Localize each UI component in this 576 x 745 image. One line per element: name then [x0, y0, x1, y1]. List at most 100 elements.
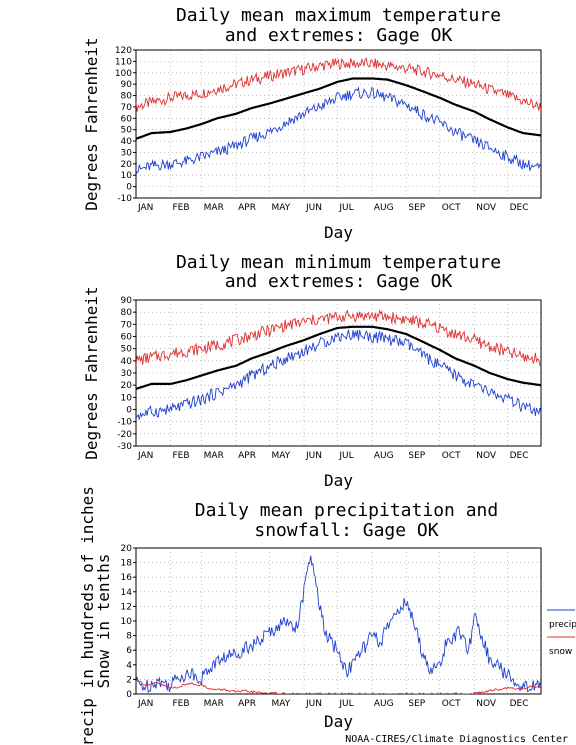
y-tick-label: 8: [126, 632, 132, 642]
y-axis-label: Degrees Fahrenheit: [82, 286, 101, 459]
y-tick-label: -10: [117, 418, 132, 428]
y-tick-label: 0: [126, 690, 132, 700]
series-line-1: [136, 57, 541, 112]
chart-title-line: Daily mean maximum temperature: [176, 5, 501, 26]
x-axis-label: Day: [324, 712, 353, 731]
series-line-3: [136, 329, 541, 420]
chart-title-line: and extremes: Gage OK: [225, 25, 453, 46]
x-tick-label: AUG: [374, 203, 394, 213]
x-tick-label: JUN: [305, 203, 322, 213]
y-tick-label: 18: [121, 559, 133, 569]
x-tick-label: MAR: [204, 699, 224, 709]
y-tick-label: 20: [121, 544, 133, 554]
x-tick-label: NOV: [476, 451, 497, 461]
series-line-1: [136, 308, 541, 366]
x-tick-label: JAN: [137, 451, 153, 461]
x-tick-label: DEC: [510, 699, 529, 709]
y-tick-label: 30: [121, 148, 133, 158]
x-axis-label: Day: [324, 223, 353, 242]
y-tick-label: -30: [117, 442, 132, 452]
y-tick-label: 60: [121, 333, 133, 343]
y-tick-label: 40: [121, 137, 133, 147]
y-tick-label: 50: [121, 126, 133, 136]
x-tick-label: SEP: [408, 699, 425, 709]
x-tick-label: JUN: [305, 451, 322, 461]
chart-title-line: snowfall: Gage OK: [254, 520, 438, 541]
y-axis-label: Snow in tenths: [94, 554, 113, 689]
legend-label: snow: [549, 647, 572, 657]
y-tick-label: 120: [115, 46, 132, 56]
y-tick-label: 40: [121, 357, 133, 367]
series-line-2: [136, 77, 541, 140]
y-tick-label: 16: [121, 573, 133, 583]
y-tick-label: 10: [121, 617, 133, 627]
chart-title-line: Daily mean minimum temperature: [176, 252, 501, 273]
x-tick-label: MAY: [272, 451, 291, 461]
x-tick-label: JUL: [338, 699, 353, 709]
x-tick-label: MAR: [204, 203, 224, 213]
x-tick-label: APR: [238, 203, 256, 213]
y-tick-label: 20: [121, 381, 133, 391]
y-tick-label: 6: [126, 646, 132, 656]
series-line-2: [136, 325, 541, 390]
x-tick-label: NOV: [476, 203, 497, 213]
y-tick-label: -10: [117, 194, 132, 204]
x-tick-label: JUL: [338, 451, 353, 461]
x-tick-label: FEB: [172, 699, 189, 709]
x-tick-label: OCT: [442, 203, 461, 213]
y-tick-label: 2: [126, 675, 132, 685]
y-tick-label: 12: [121, 602, 132, 612]
y-tick-label: 80: [121, 308, 133, 318]
y-axis-label: Precip in hundreds of inches: [78, 486, 97, 745]
legend-label: precip: [549, 620, 576, 630]
credit-text: NOAA-CIRES/Climate Diagnostics Center: [345, 734, 568, 745]
x-tick-label: FEB: [172, 203, 189, 213]
x-tick-label: AUG: [374, 451, 394, 461]
plot-frame: [135, 49, 542, 199]
y-tick-label: 30: [121, 369, 133, 379]
x-tick-label: MAY: [272, 203, 291, 213]
y-tick-label: -20: [117, 430, 132, 440]
x-tick-label: APR: [238, 451, 256, 461]
x-tick-label: JUN: [305, 699, 322, 709]
y-tick-label: 4: [126, 661, 132, 671]
x-tick-label: DEC: [510, 451, 529, 461]
y-tick-label: 70: [121, 320, 133, 330]
x-tick-label: SEP: [408, 451, 425, 461]
series-line-3: [136, 86, 541, 176]
x-tick-label: JUL: [338, 203, 353, 213]
x-tick-label: MAY: [272, 699, 291, 709]
y-tick-label: 10: [121, 393, 133, 403]
x-tick-label: JAN: [137, 699, 153, 709]
x-tick-label: MAR: [204, 451, 224, 461]
y-tick-label: 60: [121, 114, 133, 124]
chart-title-line: and extremes: Gage OK: [225, 271, 453, 292]
x-axis-label: Day: [324, 471, 353, 490]
y-tick-label: 100: [115, 69, 132, 79]
y-tick-label: 10: [121, 171, 133, 181]
y-tick-label: 20: [121, 160, 133, 170]
series-line-2: [136, 679, 541, 694]
chart-title-line: Daily mean precipitation and: [195, 500, 498, 521]
y-tick-label: 90: [121, 80, 133, 90]
y-tick-label: 14: [121, 588, 133, 598]
series-line-1: [136, 555, 541, 694]
y-tick-label: 0: [126, 183, 132, 193]
x-tick-label: DEC: [510, 203, 529, 213]
y-tick-label: 0: [126, 406, 132, 416]
y-tick-label: 90: [121, 296, 133, 306]
y-tick-label: 110: [115, 57, 132, 67]
y-axis-label: Degrees Fahrenheit: [82, 37, 101, 210]
x-tick-label: AUG: [374, 699, 394, 709]
x-tick-label: OCT: [442, 451, 461, 461]
x-tick-label: NOV: [476, 699, 497, 709]
x-tick-label: APR: [238, 699, 256, 709]
x-tick-label: FEB: [172, 451, 189, 461]
y-tick-label: 70: [121, 103, 133, 113]
x-tick-label: JAN: [137, 203, 153, 213]
x-tick-label: SEP: [408, 203, 425, 213]
